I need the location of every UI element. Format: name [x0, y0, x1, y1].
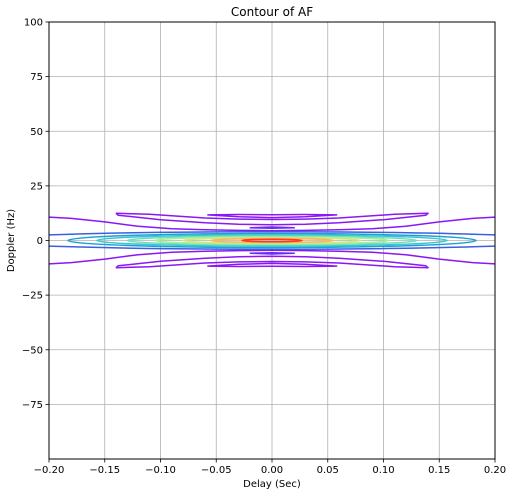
x-tick-label: −0.10: [145, 465, 176, 476]
center-lobe-contour: [96, 234, 448, 247]
axis-ticks: −0.20 −0.15 −0.10 −0.05 0.00 0.05 0.10 0.15 0.20…: [22, 18, 506, 477]
side-lobe-contour: [49, 216, 495, 232]
y-tick-label: −75: [22, 400, 43, 411]
side-lobe-contour: [115, 212, 429, 226]
y-tick-label: 100: [24, 18, 43, 29]
center-lobe-contour: [49, 231, 495, 250]
side-lobe-contour: [115, 255, 429, 269]
x-tick-label: 0.15: [428, 465, 450, 476]
x-tick-label: −0.05: [201, 465, 232, 476]
x-axis-title: Delay (Sec): [243, 479, 301, 490]
side-lobe-contour: [249, 226, 296, 230]
y-tick-label: −25: [22, 291, 43, 302]
side-lobe-contour: [207, 262, 338, 268]
center-lobe-contour: [67, 232, 477, 249]
y-tick-label: 50: [30, 127, 43, 138]
y-axis-title: Doppler (Hz): [6, 209, 17, 272]
side-lobe-contour: [207, 213, 338, 219]
y-tick-label: 0: [37, 236, 43, 247]
chart-title: Contour of AF: [231, 5, 313, 19]
y-tick-label: 75: [30, 72, 43, 83]
side-lobe-contour: [49, 249, 495, 265]
x-tick-label: 0.10: [372, 465, 394, 476]
y-tick-label: 25: [30, 181, 43, 192]
x-tick-label: 0.05: [317, 465, 339, 476]
x-tick-label: 0.20: [484, 465, 506, 476]
center-lobe-contour: [126, 235, 418, 246]
contour-lines: [49, 212, 495, 269]
x-tick-label: 0.00: [261, 465, 283, 476]
side-lobe-contour: [249, 251, 296, 255]
x-tick-label: −0.20: [34, 465, 65, 476]
x-tick-label: −0.15: [89, 465, 120, 476]
y-tick-label: −50: [22, 345, 43, 356]
center-lobe-contour: [241, 238, 303, 243]
center-lobe-contour: [154, 236, 390, 245]
